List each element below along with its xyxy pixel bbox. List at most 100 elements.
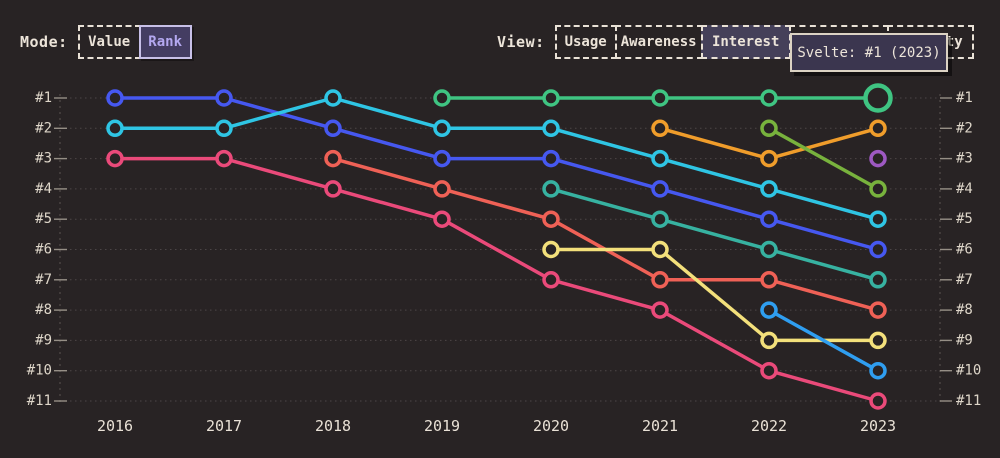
point-pink-2018[interactable]	[324, 180, 342, 198]
view-label: View:	[497, 33, 545, 51]
point-svelte-2022[interactable]	[760, 89, 778, 107]
point-olive-2023[interactable]	[869, 180, 887, 198]
rank-label-left-4: #4	[35, 181, 52, 197]
point-yellow-2021[interactable]	[651, 240, 669, 259]
rank-label-right-1: #1	[956, 90, 973, 106]
point-blue-2016[interactable]	[106, 89, 124, 107]
mode-toggle-group: Mode: Value Rank	[20, 25, 192, 59]
point-cyan-2022[interactable]	[760, 180, 778, 198]
point-teal-2022[interactable]	[760, 240, 778, 259]
point-yellow-2020[interactable]	[542, 240, 560, 259]
rank-label-right-11: #11	[956, 393, 981, 409]
point-amber-2021[interactable]	[651, 119, 669, 138]
mode-label: Mode:	[20, 33, 68, 51]
point-teal-2023[interactable]	[869, 271, 887, 289]
point-purple-2023[interactable]	[869, 149, 887, 168]
point-blue-2017[interactable]	[215, 89, 233, 107]
point-coral-2020[interactable]	[542, 210, 560, 228]
point-coral-2021[interactable]	[651, 271, 669, 289]
point-blue-2023[interactable]	[869, 240, 887, 259]
rank-label-right-2: #2	[956, 120, 973, 136]
year-label-2018: 2018	[315, 417, 351, 435]
point-blue-2019[interactable]	[433, 149, 451, 168]
rank-label-left-7: #7	[35, 272, 52, 288]
point-olive-2022[interactable]	[760, 119, 778, 138]
year-label-2021: 2021	[642, 417, 678, 435]
series-line-coral	[331, 156, 880, 312]
series-line-pink	[113, 156, 880, 403]
point-cyan-2023[interactable]	[869, 210, 887, 228]
point-blue-2022[interactable]	[760, 210, 778, 228]
point-blue-2021[interactable]	[651, 180, 669, 198]
point-cyan-2018[interactable]	[324, 89, 342, 107]
year-label-2022: 2022	[751, 417, 787, 435]
year-label-2019: 2019	[424, 417, 460, 435]
year-label-2023: 2023	[860, 417, 896, 435]
rank-label-right-3: #3	[956, 151, 973, 167]
point-yellow-2023[interactable]	[869, 331, 887, 350]
rank-label-right-5: #5	[956, 211, 973, 227]
series-line-cyan	[113, 96, 880, 221]
point-coral-2018[interactable]	[324, 149, 342, 168]
view-option-awareness[interactable]: Awareness	[614, 25, 703, 59]
point-blue-2018[interactable]	[324, 119, 342, 138]
mode-option-rank[interactable]: Rank	[138, 25, 192, 59]
point-pink-2017[interactable]	[215, 149, 233, 168]
point-pink-2022[interactable]	[760, 361, 778, 380]
rank-label-right-4: #4	[956, 181, 973, 197]
tooltip-text: Svelte: #1 (2023)	[797, 44, 941, 61]
point-yellow-2022[interactable]	[760, 331, 778, 350]
year-label-2020: 2020	[533, 417, 569, 435]
point-cyan-2017[interactable]	[215, 119, 233, 138]
point-cyan-2020[interactable]	[542, 119, 560, 138]
point-sky-2023[interactable]	[869, 361, 887, 380]
point-pink-2023[interactable]	[869, 392, 887, 410]
rank-label-left-10: #10	[27, 363, 52, 379]
point-sky-2022[interactable]	[760, 301, 778, 319]
point-svelte-2023[interactable]	[863, 83, 893, 113]
point-pink-2016[interactable]	[106, 149, 124, 168]
rank-label-left-8: #8	[35, 302, 52, 318]
view-toggle-group: View: Usage Awareness Interest ty	[497, 25, 974, 59]
year-label-2017: 2017	[206, 417, 242, 435]
rank-label-right-8: #8	[956, 302, 973, 318]
rank-label-left-11: #11	[27, 393, 52, 409]
point-teal-2020[interactable]	[542, 180, 560, 198]
point-pink-2020[interactable]	[542, 271, 560, 289]
point-coral-2022[interactable]	[760, 271, 778, 289]
rank-label-left-2: #2	[35, 120, 52, 136]
point-amber-2022[interactable]	[760, 149, 778, 168]
series-line-sky	[767, 308, 880, 373]
point-cyan-2016[interactable]	[106, 119, 124, 138]
rank-label-right-9: #9	[956, 332, 973, 348]
rank-label-right-7: #7	[956, 272, 973, 288]
rank-label-left-9: #9	[35, 332, 52, 348]
rank-label-right-6: #6	[956, 242, 973, 258]
point-svelte-2019[interactable]	[433, 89, 451, 107]
point-cyan-2021[interactable]	[651, 149, 669, 168]
point-coral-2023[interactable]	[869, 301, 887, 319]
series-line-teal	[549, 187, 880, 282]
view-option-usage[interactable]: Usage	[554, 25, 617, 59]
point-svelte-2021[interactable]	[651, 89, 669, 107]
rank-label-left-1: #1	[35, 90, 52, 106]
rank-label-left-3: #3	[35, 151, 52, 167]
point-svelte-2020[interactable]	[542, 89, 560, 107]
tooltip: Svelte: #1 (2023)	[790, 33, 948, 72]
point-cyan-2019[interactable]	[433, 119, 451, 138]
point-pink-2019[interactable]	[433, 210, 451, 228]
point-blue-2020[interactable]	[542, 149, 560, 168]
point-amber-2023[interactable]	[869, 119, 887, 138]
point-pink-2021[interactable]	[651, 301, 669, 319]
series-line-olive	[767, 126, 880, 191]
point-coral-2019[interactable]	[433, 180, 451, 198]
series-line-blue	[113, 96, 880, 252]
mode-option-value[interactable]: Value	[77, 25, 141, 59]
rank-label-right-10: #10	[956, 363, 981, 379]
rank-label-left-5: #5	[35, 211, 52, 227]
view-option-interest[interactable]: Interest	[700, 25, 791, 59]
rank-label-left-6: #6	[35, 242, 52, 258]
year-label-2016: 2016	[97, 417, 133, 435]
point-teal-2021[interactable]	[651, 210, 669, 228]
